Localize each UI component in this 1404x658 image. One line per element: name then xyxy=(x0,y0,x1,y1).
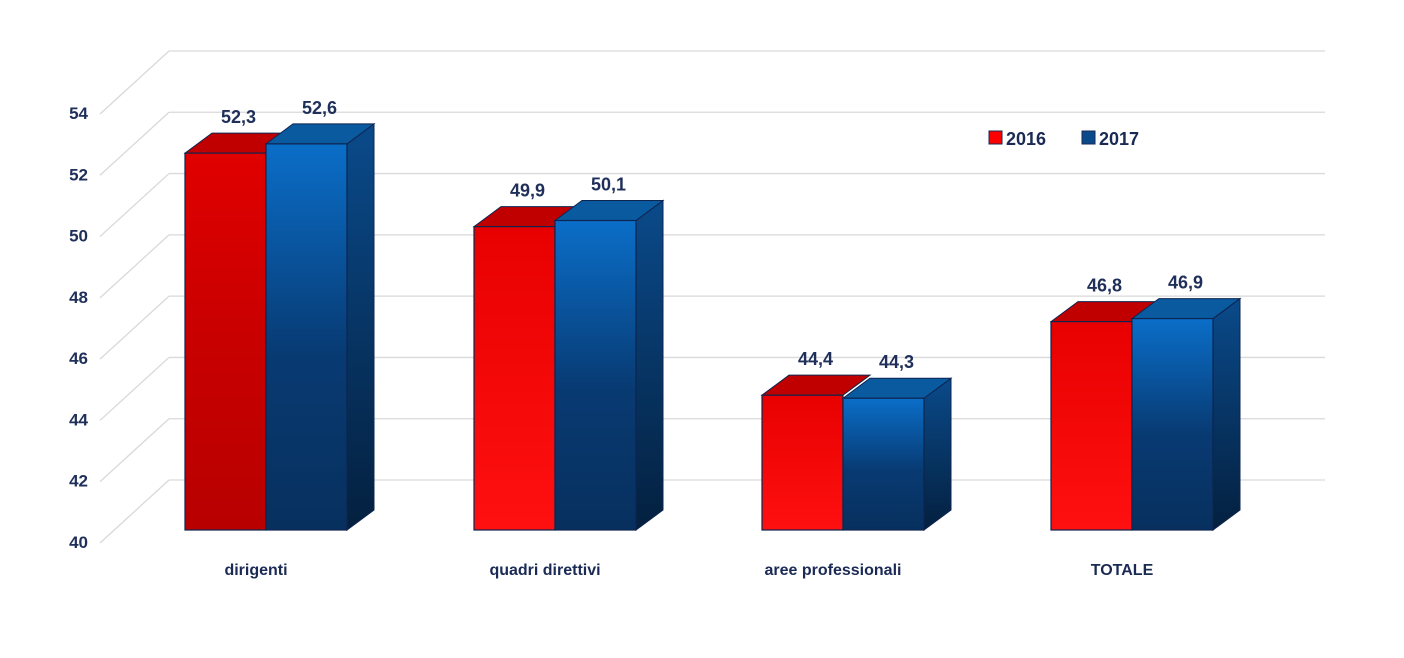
data-labels: 52,3 52,6 49,9 50,1 44,4 44,3 46,8 46,9 xyxy=(221,98,1203,372)
y-tick-label: 42 xyxy=(69,472,88,491)
bar-front xyxy=(1050,321,1133,531)
bar-2017-2 xyxy=(841,377,953,531)
x-tick-label: aree professionali xyxy=(765,562,902,579)
bar-2016-2 xyxy=(760,374,872,531)
grid-diagonal xyxy=(99,356,170,421)
bars xyxy=(183,122,1242,531)
grid-diagonal xyxy=(99,111,170,176)
grid-diagonal xyxy=(99,234,170,299)
grid-diagonal xyxy=(99,50,170,115)
grid-diagonal xyxy=(99,173,170,238)
y-tick-label: 40 xyxy=(69,533,88,552)
data-label: 52,6 xyxy=(302,98,337,118)
bar-2017-1 xyxy=(553,199,665,531)
bar-2016-3 xyxy=(1049,301,1161,531)
y-tick-label: 44 xyxy=(69,410,88,429)
data-label: 52,3 xyxy=(221,107,256,127)
legend: 2016 2017 xyxy=(988,129,1139,149)
bar-front xyxy=(554,219,637,531)
data-label: 46,9 xyxy=(1168,273,1203,293)
bar-2017-3 xyxy=(1130,297,1242,531)
legend-swatch-2016 xyxy=(988,130,1003,145)
bar-front xyxy=(473,226,556,531)
legend-label-2016: 2016 xyxy=(1006,129,1046,149)
bar-side xyxy=(923,377,952,531)
data-label: 46,8 xyxy=(1087,276,1122,296)
legend-swatch-2017 xyxy=(1081,130,1096,145)
data-label: 44,4 xyxy=(798,349,833,369)
bar-2017-0 xyxy=(264,122,376,531)
y-tick-label: 52 xyxy=(69,165,88,184)
data-label: 50,1 xyxy=(591,175,626,195)
bar-front xyxy=(184,152,267,531)
x-axis: dirigenti quadri direttivi aree profession… xyxy=(224,562,1153,579)
legend-label-2017: 2017 xyxy=(1099,129,1139,149)
x-tick-label: TOTALE xyxy=(1091,562,1154,579)
data-label: 49,9 xyxy=(510,181,545,201)
y-tick-label: 50 xyxy=(69,227,88,246)
x-tick-label: quadri direttivi xyxy=(489,562,600,579)
y-tick-label: 48 xyxy=(69,288,88,307)
bar-2016-1 xyxy=(472,206,584,531)
x-tick-label: dirigenti xyxy=(224,562,287,579)
bar-front xyxy=(1131,317,1214,531)
data-label: 44,3 xyxy=(879,352,914,372)
y-axis: 40 42 44 46 48 50 52 54 xyxy=(69,104,88,552)
bar-side xyxy=(635,199,664,531)
grid-diagonal xyxy=(99,418,170,483)
bar-side xyxy=(1212,297,1241,531)
grid-diagonal xyxy=(99,479,170,544)
bar-side xyxy=(346,122,375,531)
bar-front xyxy=(842,397,925,531)
y-tick-label: 54 xyxy=(69,104,88,123)
grid-diagonal xyxy=(99,295,170,360)
y-tick-label: 46 xyxy=(69,349,88,368)
bar-front xyxy=(265,143,348,531)
bar-front xyxy=(761,394,844,531)
